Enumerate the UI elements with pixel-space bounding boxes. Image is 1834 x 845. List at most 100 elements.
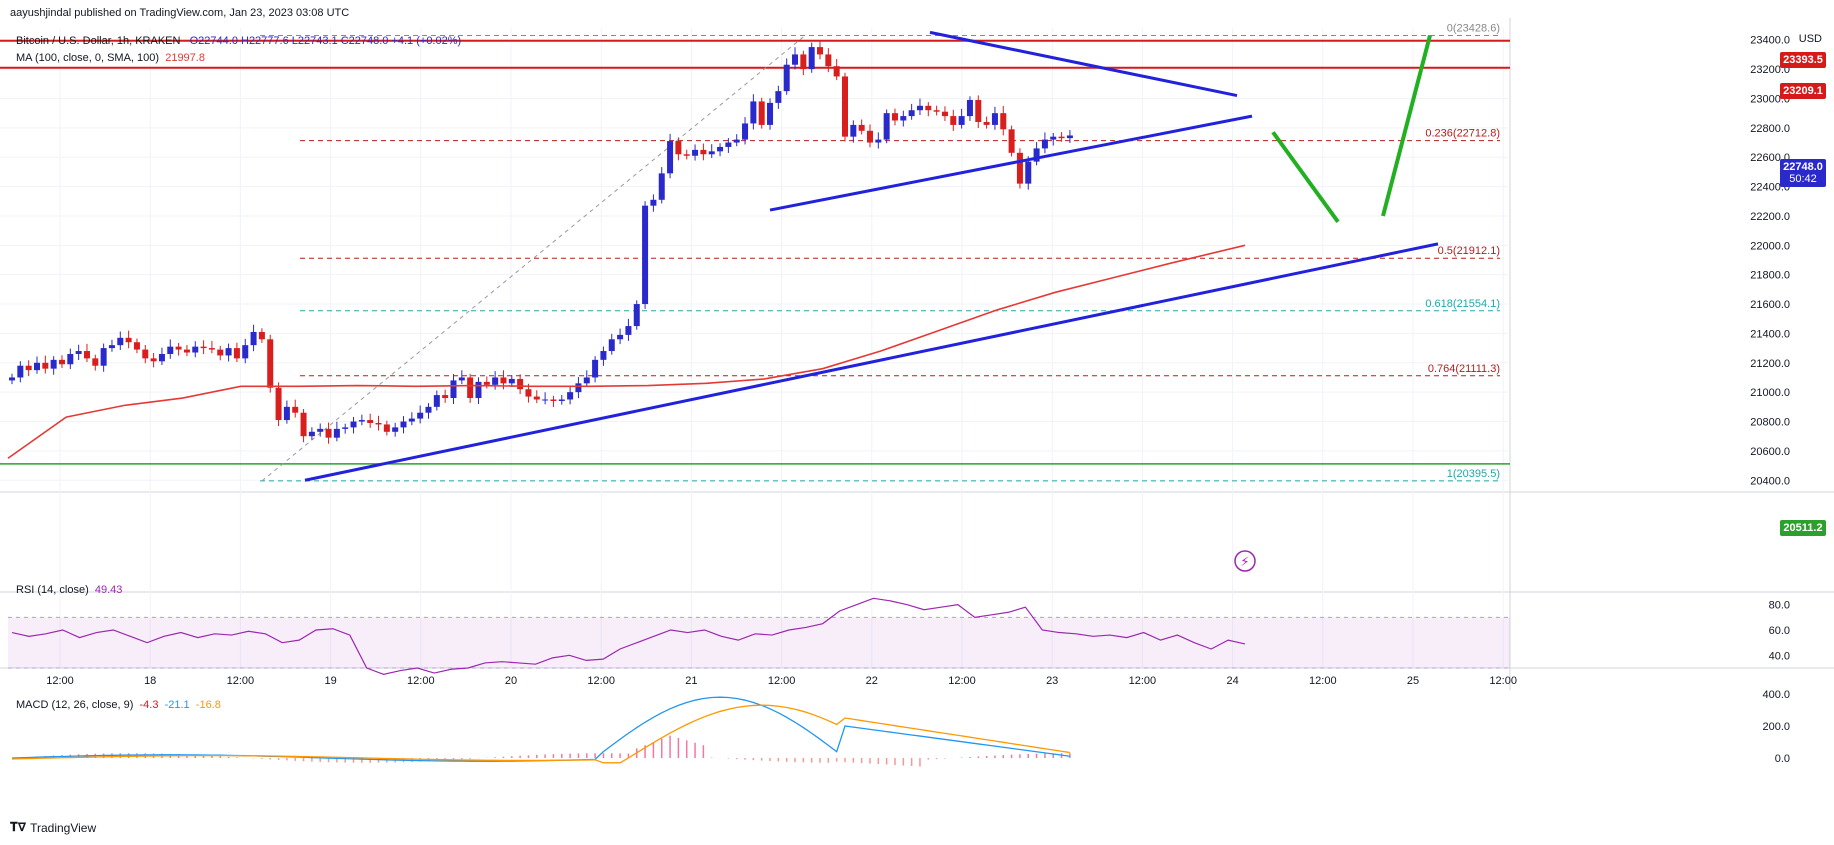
candle-body xyxy=(800,54,807,70)
tradingview-watermark: 𝐓∇ TradingView xyxy=(10,820,96,835)
candle-body xyxy=(525,389,532,397)
x-tick-label: 12:00 xyxy=(768,675,796,687)
price-tick-label: 22200.0 xyxy=(1750,211,1790,223)
candle-body xyxy=(625,326,632,335)
candle-body xyxy=(392,427,399,432)
candle-body xyxy=(183,349,190,353)
candle-body xyxy=(283,406,290,421)
candle-body xyxy=(25,365,32,371)
price-tick-label: 22000.0 xyxy=(1750,240,1790,252)
candle-body xyxy=(1058,136,1065,139)
candle-body xyxy=(567,392,574,400)
candle-body xyxy=(975,99,982,122)
candle-body xyxy=(933,110,940,112)
candle-body xyxy=(900,116,907,121)
candle-body xyxy=(617,334,624,340)
candle-body xyxy=(558,399,565,401)
candle-body xyxy=(667,141,674,174)
candle-body xyxy=(650,199,657,206)
rsi-legend: RSI (14, close) 49.43 xyxy=(16,584,122,596)
fib-level-label: 0.5(21912.1) xyxy=(1438,245,1500,257)
candle-body xyxy=(966,99,973,117)
candle-body xyxy=(458,377,465,381)
candle-body xyxy=(833,66,840,77)
candle-body xyxy=(775,91,782,103)
candle-body xyxy=(675,141,682,155)
rsi-line xyxy=(11,597,1246,675)
candle-body xyxy=(217,349,224,356)
candle-body xyxy=(767,102,774,125)
fib-level-label: 0.764(21111.3) xyxy=(1428,363,1500,375)
candle-body xyxy=(950,116,957,125)
candle-body xyxy=(258,331,265,340)
x-tick-label: 19 xyxy=(324,675,336,687)
candle-body xyxy=(808,47,815,70)
fib-range-line xyxy=(261,35,806,482)
rsi-label: RSI (14, close) xyxy=(16,584,89,596)
rsi-tick-label: 40.0 xyxy=(1769,650,1790,662)
candle-body xyxy=(125,337,132,343)
price-tick-label: 23400.0 xyxy=(1750,35,1790,47)
last-price: 22748.0 xyxy=(1783,161,1823,173)
projection-down-line xyxy=(1271,131,1340,223)
candle-body xyxy=(866,130,873,143)
candle-body xyxy=(67,353,74,365)
projection-up-line xyxy=(1381,34,1432,217)
candle-body xyxy=(600,351,607,360)
candle-body xyxy=(891,113,898,121)
ma-legend: MA (100, close, 0, SMA, 100) 21997.8 xyxy=(16,52,205,64)
candle-body xyxy=(233,348,240,359)
macd-tick-label: 400.0 xyxy=(1762,689,1790,701)
ma100-line xyxy=(7,244,1246,459)
candle-body xyxy=(883,113,890,140)
candle-body xyxy=(450,380,457,399)
candle-body xyxy=(342,427,349,429)
signal-line xyxy=(11,704,1071,764)
support-price-tag: 20511.2 xyxy=(1780,520,1826,536)
price-tick-label: 21400.0 xyxy=(1750,328,1790,340)
price-tick-label: 20800.0 xyxy=(1750,417,1790,429)
candle-body xyxy=(500,377,507,384)
countdown: 50:42 xyxy=(1789,173,1817,185)
candle-body xyxy=(58,359,65,365)
candle-body xyxy=(758,101,765,125)
candle-body xyxy=(858,124,865,131)
tradingview-logo-icon: 𝐓∇ xyxy=(10,820,27,834)
candle-body xyxy=(333,428,340,438)
candle-body xyxy=(275,387,282,421)
macd-value-2: -21.1 xyxy=(164,699,190,711)
macd-tick-label: 0.0 xyxy=(1775,753,1790,765)
x-tick-label: 21 xyxy=(685,675,697,687)
triangle-lower-line xyxy=(769,114,1253,212)
macd-value-3: -16.8 xyxy=(195,699,221,711)
fib-level-label: 0.236(22712.8) xyxy=(1425,128,1500,140)
candle-body xyxy=(200,346,207,349)
candle-body xyxy=(517,378,524,390)
candle-body xyxy=(842,76,848,137)
candle-body xyxy=(1041,139,1048,149)
candle-body xyxy=(1025,161,1032,184)
candle-body xyxy=(150,358,157,362)
macd-label: MACD (12, 26, close, 9) xyxy=(16,699,134,711)
macd-legend: MACD (12, 26, close, 9) -4.3 -21.1 -16.8 xyxy=(16,699,221,711)
candle-body xyxy=(483,381,490,385)
x-tick-label: 12:00 xyxy=(407,675,435,687)
candle-body xyxy=(1050,136,1057,140)
last-price-tag: 22748.0 50:42 xyxy=(1780,159,1826,187)
candle-body xyxy=(633,304,640,327)
candle-body xyxy=(158,353,165,362)
candle-body xyxy=(817,47,824,55)
candle-body xyxy=(916,105,923,111)
candle-body xyxy=(192,346,199,353)
candle-body xyxy=(1000,113,1007,130)
candle-body xyxy=(983,121,990,125)
candle-body xyxy=(92,358,99,366)
candle-body xyxy=(225,348,232,356)
symbol-title: Bitcoin / U.S. Dollar, 1h, KRAKEN O22744… xyxy=(16,35,461,47)
x-tick-label: 20 xyxy=(505,675,517,687)
resistance-price-tag-2: 23209.1 xyxy=(1780,83,1826,99)
candle-body xyxy=(442,395,449,399)
x-tick-label: 12:00 xyxy=(948,675,976,687)
candle-body xyxy=(850,124,857,137)
